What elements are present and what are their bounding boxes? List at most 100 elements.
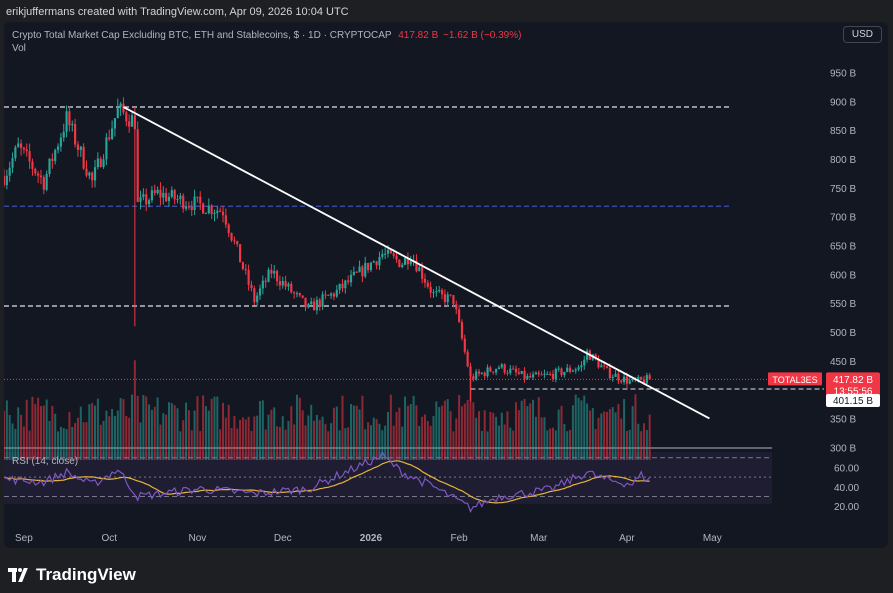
volume-bar: [298, 397, 301, 460]
volume-bar: [540, 417, 543, 460]
volume-bar: [187, 410, 190, 460]
volume-bar: [469, 369, 472, 460]
candle-body: [489, 367, 492, 372]
candle-body: [96, 158, 99, 168]
candle-body: [196, 196, 199, 198]
candle-body: [219, 210, 222, 212]
candle-body: [534, 372, 537, 375]
time-axis-label: Oct: [101, 533, 117, 544]
candle-body: [65, 111, 68, 132]
candle-body: [421, 267, 424, 279]
symbol-title[interactable]: Crypto Total Market Cap Excluding BTC, E…: [12, 30, 392, 41]
candle-body: [187, 206, 190, 208]
candle-body: [503, 364, 506, 373]
candle-body: [236, 241, 239, 245]
volume-bar: [210, 398, 213, 460]
volume-bar: [352, 405, 355, 460]
candle-body: [563, 371, 566, 376]
volume-bar: [278, 427, 281, 460]
volume-bar: [503, 424, 506, 460]
volume-bar: [270, 409, 273, 460]
volume-bar: [364, 429, 367, 460]
candle-body: [492, 371, 495, 373]
volume-bar: [617, 403, 620, 460]
candle-body: [293, 292, 296, 294]
candle-body: [298, 293, 301, 296]
volume-bar: [515, 402, 517, 460]
candle-body: [392, 253, 395, 256]
volume-bar: [236, 428, 239, 460]
symbol-badge: TOTAL3ES: [772, 375, 817, 385]
candle-body: [31, 161, 34, 169]
volume-bar: [526, 406, 529, 460]
rsi-label: RSI (14, close): [12, 456, 78, 467]
price-axis-label: 600 B: [830, 270, 856, 281]
volume-bar: [560, 405, 563, 460]
volume-bar: [358, 409, 361, 460]
volume-bar: [105, 410, 108, 460]
candle-body: [207, 205, 210, 213]
volume-bar: [537, 397, 540, 460]
price-axis-label: 900 B: [830, 97, 856, 108]
candle-body: [284, 281, 287, 287]
volume-bar: [318, 419, 321, 460]
candle-body: [179, 195, 182, 199]
candle-body: [128, 121, 131, 127]
volume-label[interactable]: Vol: [12, 43, 26, 54]
volume-bar: [116, 410, 119, 460]
candle-body: [406, 257, 409, 265]
candle-body: [543, 373, 546, 375]
candle-body: [327, 294, 330, 296]
candle-body: [341, 283, 344, 289]
volume-bar: [108, 416, 111, 460]
volume-bar: [284, 429, 287, 460]
currency-button[interactable]: USD: [842, 26, 882, 43]
candle-body: [415, 260, 418, 272]
chart-frame[interactable]: 950 B 900 B 850 B 800 B 750 B 700 B 650 B 600 B…: [4, 22, 888, 548]
volume-bar: [463, 403, 466, 460]
volume-bar: [475, 417, 478, 460]
volume-bar: [247, 416, 250, 460]
candle-body: [85, 168, 88, 176]
candle-body: [76, 144, 80, 150]
volume-bar: [546, 430, 549, 460]
candle-body: [156, 189, 159, 194]
candle-body: [642, 379, 646, 384]
volume-bar: [88, 404, 91, 460]
level-badge-bg: [826, 393, 880, 407]
volume-bar: [404, 396, 407, 460]
candle-body: [526, 375, 529, 379]
candle-body: [475, 371, 478, 380]
candle-body: [37, 173, 40, 176]
price-axis-label: 450 B: [830, 357, 856, 368]
volume-bar: [51, 405, 54, 460]
volume-bar: [196, 396, 199, 460]
volume-bar: [640, 431, 643, 460]
candle-body: [458, 309, 461, 322]
candle-body: [372, 261, 375, 263]
volume-bar: [628, 429, 631, 460]
candle-body: [318, 299, 321, 307]
volume-bar: [162, 413, 165, 460]
volume-bar: [472, 402, 475, 460]
tradingview-logo[interactable]: TradingView: [8, 565, 136, 585]
candle-body: [182, 195, 185, 209]
volume-bar: [264, 429, 267, 460]
volume-bar: [378, 423, 381, 460]
volume-bar: [551, 427, 554, 460]
candle-body: [210, 205, 213, 215]
candle-body: [213, 212, 216, 215]
candle-body: [381, 253, 384, 257]
candle-body: [54, 150, 57, 162]
volume-bar: [571, 405, 574, 460]
candle-body: [233, 240, 236, 242]
volume-bar: [372, 417, 375, 460]
rsi-axis-label: 20.00: [834, 502, 859, 513]
chart-canvas[interactable]: 950 B 900 B 850 B 800 B 750 B 700 B 650 B 600 B…: [4, 22, 888, 548]
volume-bar: [91, 402, 94, 460]
volume-bar: [202, 395, 205, 460]
volume-bar: [244, 419, 247, 460]
candle-body: [199, 196, 202, 204]
candle-body: [204, 212, 208, 214]
candle-body: [202, 203, 205, 214]
